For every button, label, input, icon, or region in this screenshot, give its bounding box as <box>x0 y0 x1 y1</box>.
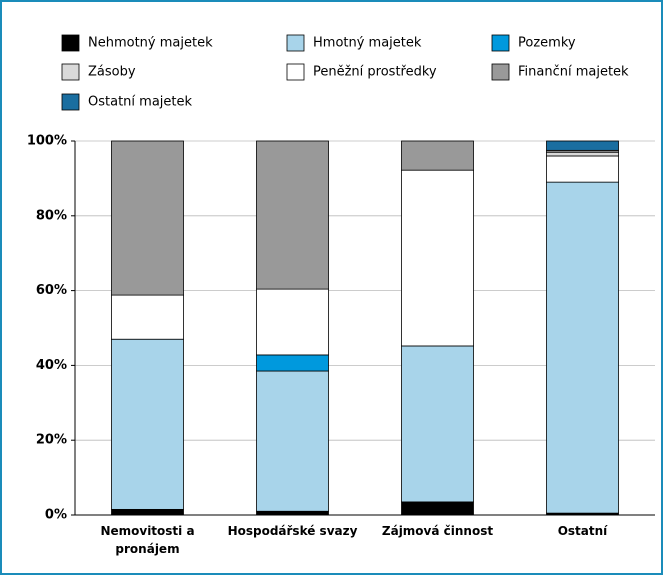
bar-segment <box>401 140 474 171</box>
bar-segment <box>256 354 329 372</box>
legend-label: Pozemky <box>518 36 576 51</box>
bar-segment <box>546 181 619 514</box>
bar-segment <box>111 338 184 510</box>
legend-label: Nehmotný majetek <box>88 36 213 51</box>
bar-segment <box>256 510 329 516</box>
bar-segment <box>111 140 184 296</box>
bar-segment <box>401 345 474 503</box>
bar-segment <box>546 151 619 157</box>
legend-swatch <box>61 63 80 81</box>
bar-segment <box>111 508 184 516</box>
legend-label: Peněžní prostředky <box>313 65 437 80</box>
x-tick-label: Ostatní <box>557 524 608 538</box>
x-tick-label: Nemovitosti a pronájem <box>100 524 195 556</box>
y-tick-label: 80% <box>36 208 67 223</box>
x-tick-label: Hospodářské svazy <box>227 524 358 538</box>
bar-segment <box>546 140 619 151</box>
bar-segment <box>256 288 329 356</box>
y-tick-label: 40% <box>36 358 67 373</box>
bar-segment <box>401 169 474 347</box>
bar-segment <box>256 140 329 290</box>
y-tick-label: 60% <box>36 283 67 298</box>
bar-segment <box>111 294 184 340</box>
legend-swatch <box>286 63 305 81</box>
legend-swatch <box>286 34 305 52</box>
y-tick-label: 0% <box>45 508 67 523</box>
legend-label: Ostatní majetek <box>88 95 192 110</box>
x-tick-label: Zájmová činnost <box>381 524 494 538</box>
legend-label: Hmotný majetek <box>313 36 422 51</box>
legend-label: Zásoby <box>88 65 136 80</box>
legend-label: Finanční majetek <box>518 65 629 80</box>
bar-segment <box>546 155 619 183</box>
y-tick-label: 100% <box>27 134 67 149</box>
legend-swatch <box>491 34 510 52</box>
legend-swatch <box>61 93 80 111</box>
legend-swatch <box>491 63 510 81</box>
bar-segment <box>256 370 329 512</box>
legend-swatch <box>61 34 80 52</box>
bar-segment <box>401 501 474 516</box>
y-tick-label: 20% <box>36 433 67 448</box>
